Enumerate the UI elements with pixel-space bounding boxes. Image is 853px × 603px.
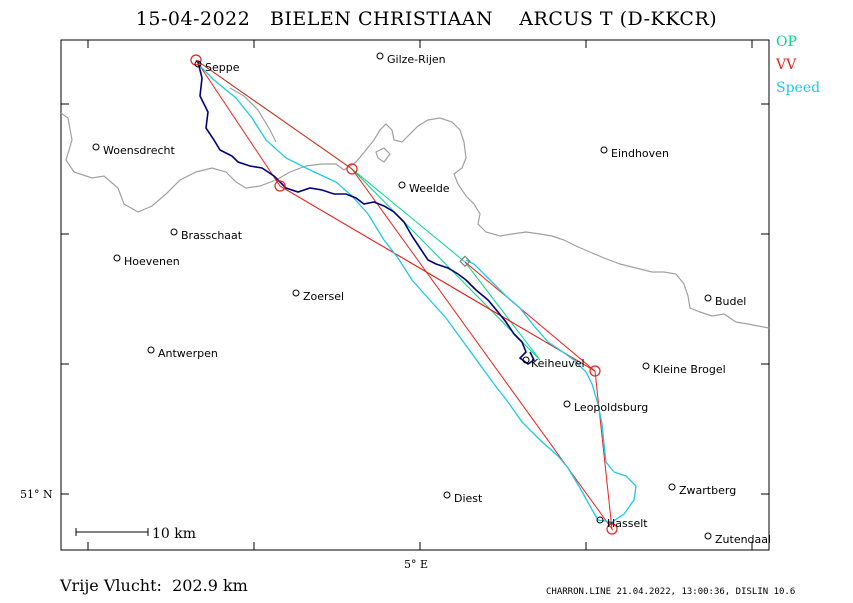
place-label: Diest xyxy=(454,492,483,505)
start-marker xyxy=(459,255,471,268)
place-label: Leopoldsburg xyxy=(574,401,648,414)
place-label: Hasselt xyxy=(607,517,648,530)
speed-track xyxy=(199,65,637,523)
place-label: Brasschaat xyxy=(181,229,243,242)
map-frame xyxy=(60,39,770,551)
coast-fragment-2 xyxy=(375,147,391,163)
axis-ticks xyxy=(61,40,769,550)
place-label: Seppe xyxy=(205,61,240,74)
scale-bar-label: 10 km xyxy=(152,526,196,542)
place-label: Zoersel xyxy=(303,290,344,303)
page-title: 15-04-2022 BIELEN CHRISTIAAN ARCUS T (D-… xyxy=(135,8,718,30)
turnpoint-1 xyxy=(190,54,202,66)
distance-summary: Vrije Vlucht: 202.9 km xyxy=(60,576,248,595)
place-label: Woensdrecht xyxy=(103,144,175,157)
place-label: Eindhoven xyxy=(611,147,669,160)
legend-speed: Speed xyxy=(776,80,821,96)
lat-label: 51° N xyxy=(20,488,53,501)
country-border xyxy=(60,112,770,329)
place-label: Kleine Brogel xyxy=(653,363,726,376)
place-label: Weelde xyxy=(409,182,450,195)
scale-bar xyxy=(75,528,149,536)
legend-op: OP xyxy=(776,34,797,50)
place-markers xyxy=(92,52,712,540)
turnpoint-2 xyxy=(346,163,358,175)
legend-vv: VV xyxy=(776,57,797,73)
place-label: Zutendaal xyxy=(715,533,771,546)
turnpoint-4 xyxy=(589,365,601,377)
turnpoint-5 xyxy=(606,523,618,535)
vv-leg xyxy=(279,185,596,372)
vv-route xyxy=(195,59,613,531)
coast-fragment xyxy=(229,87,277,143)
place-label: Gilze-Rijen xyxy=(387,53,446,66)
place-label: Antwerpen xyxy=(158,347,218,360)
vv-leg-2 xyxy=(464,261,596,372)
generator-stamp: CHARRON.LINE 21.04.2022, 13:00:36, DISLI… xyxy=(546,587,796,597)
turnpoint-3 xyxy=(274,180,286,192)
place-label: Budel xyxy=(715,295,746,308)
place-label: Keiheuvel xyxy=(531,357,585,370)
place-label: Hoevenen xyxy=(124,255,180,268)
op-route xyxy=(195,59,541,361)
place-label: Zwartberg xyxy=(679,484,736,497)
gps-track xyxy=(197,61,536,365)
lon-label: 5° E xyxy=(404,558,429,571)
